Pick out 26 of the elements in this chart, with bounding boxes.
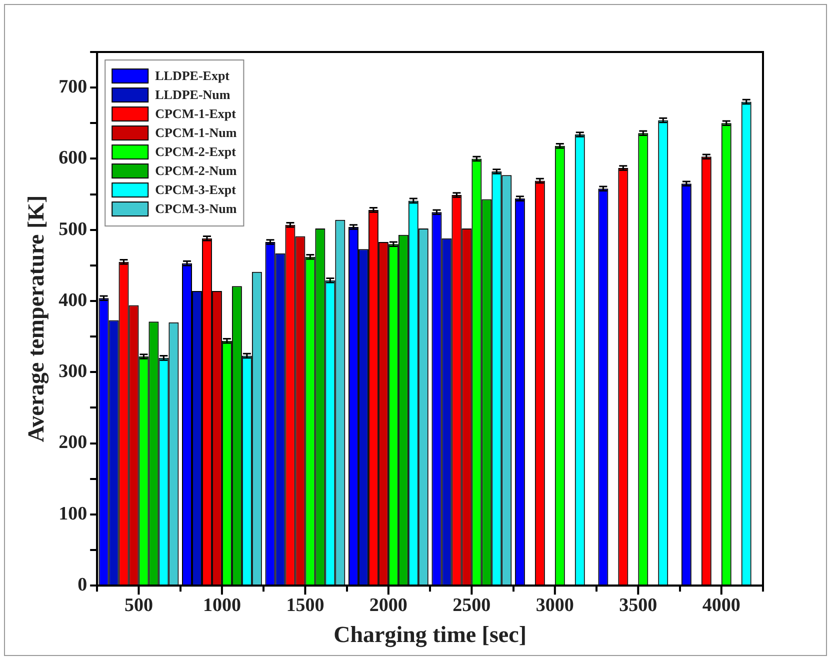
- x-tick-label: 1500: [286, 594, 324, 616]
- x-tick-label: 2000: [369, 594, 408, 616]
- legend-label: CPCM-3-Num: [155, 200, 237, 216]
- y-tick-label: 700: [58, 76, 88, 98]
- y-tick-label: 300: [58, 361, 88, 382]
- x-tick-label: 500: [124, 594, 153, 616]
- y-tick-label: 400: [58, 290, 88, 311]
- legend-label: CPCM-2-Expt: [155, 144, 237, 159]
- x-tick-label: 3500: [619, 594, 658, 616]
- y-tick-label: 200: [58, 432, 88, 454]
- legend-label: CPCM-2-Num: [155, 162, 237, 178]
- x-axis-title: Charging time [sec]: [334, 622, 527, 648]
- legend-label: CPCM-1-Num: [155, 124, 237, 140]
- y-tick-label: 600: [58, 148, 88, 169]
- y-tick-label: 0: [78, 574, 88, 596]
- x-tick-label: 3000: [536, 594, 574, 616]
- legend-label: CPCM-3-Expt: [155, 182, 237, 197]
- y-tick-label: 500: [58, 218, 88, 240]
- x-tick-label: 2500: [452, 594, 491, 616]
- legend-label: LLDPE-Num: [155, 86, 230, 102]
- legend-label: CPCM-1-Expt: [155, 106, 237, 121]
- legend-label: LLDPE-Expt: [155, 68, 230, 83]
- y-tick-label: 100: [58, 503, 88, 524]
- x-tick-label: 4000: [702, 594, 740, 616]
- y-axis-title: Average temperature [K]: [24, 195, 50, 442]
- x-tick-label: 1000: [202, 594, 241, 616]
